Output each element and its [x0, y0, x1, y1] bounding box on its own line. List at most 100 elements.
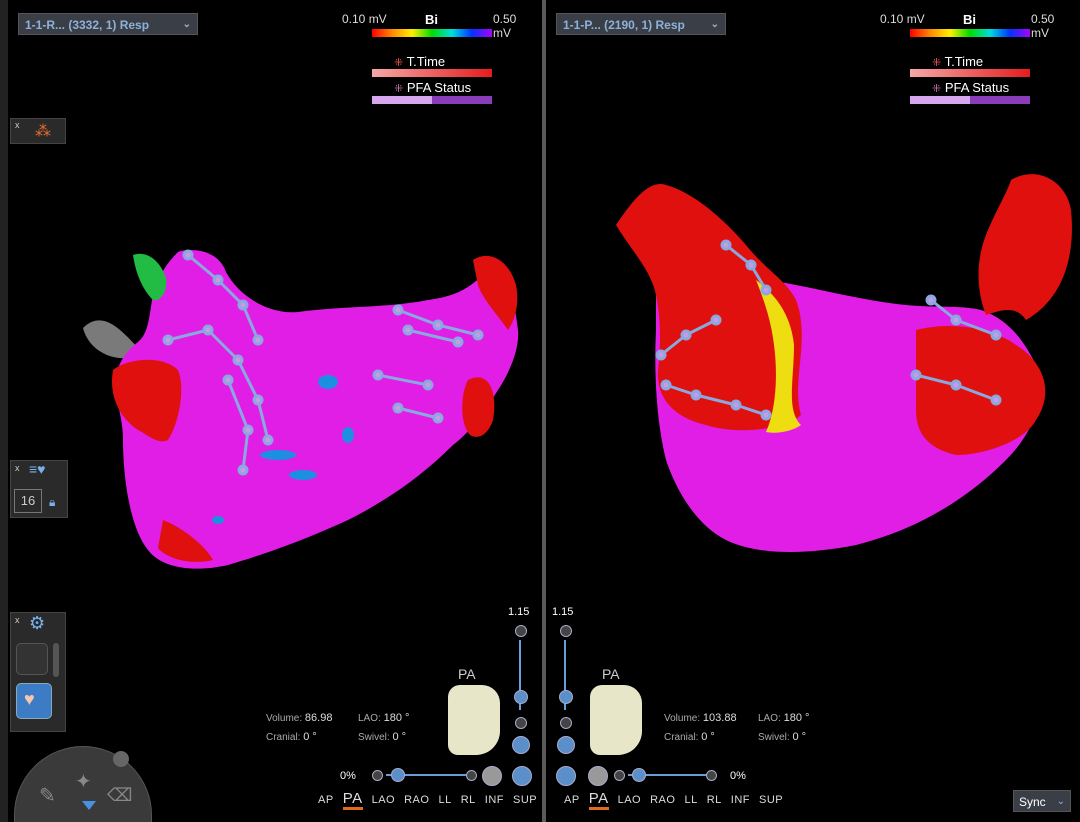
zoom-level: 1.15: [508, 606, 530, 618]
transparency-slider-track[interactable]: [386, 774, 466, 776]
navigation-wheel[interactable]: ✎ ✦ ⌫: [14, 746, 152, 822]
view-ll[interactable]: LL: [684, 794, 698, 806]
zoom-slider-track[interactable]: [564, 640, 566, 710]
view-rl[interactable]: RL: [706, 794, 722, 806]
view-rao[interactable]: RAO: [650, 794, 676, 806]
wheel-handle[interactable]: [113, 751, 129, 767]
cranial-value: 0 °: [701, 731, 715, 743]
catheter-electrodes: [655, 239, 1002, 421]
scale-min: 0.10 mV: [342, 12, 387, 26]
zoom-out-button[interactable]: [560, 717, 572, 729]
mesh-magenta-body: [115, 250, 519, 569]
heart-icon: ♥: [24, 689, 35, 709]
point-list-panel[interactable]: x ≡♥ 16 🔒︎: [10, 460, 68, 518]
rotate-view-button[interactable]: [556, 766, 576, 786]
points-tool-panel[interactable]: x ⁂: [10, 118, 66, 144]
shading-sphere-icon[interactable]: [588, 766, 608, 786]
panel-scrollbar[interactable]: [53, 643, 59, 677]
scale-type: Bi: [425, 12, 438, 27]
view-lao[interactable]: LAO: [371, 794, 396, 806]
magic-wand-icon[interactable]: ✦: [75, 771, 92, 793]
transparency-slider-track[interactable]: [628, 774, 708, 776]
catheter-electrodes: [162, 249, 484, 476]
left-anatomy-mesh[interactable]: [68, 230, 538, 590]
view-ap[interactable]: AP: [564, 794, 580, 806]
cranial-row: Cranial: 0 °: [664, 731, 715, 743]
points-icon[interactable]: ⁂: [35, 123, 51, 140]
view-buttons[interactable]: AP PA LAO RAO LL RL INF SUP: [318, 790, 542, 810]
lao-value: 180 °: [383, 712, 410, 724]
eraser-icon[interactable]: ⌫: [107, 785, 133, 805]
right-anatomy-mesh[interactable]: [616, 170, 1080, 570]
view-pa[interactable]: PA: [342, 790, 363, 810]
pfa-icon: ⁜: [394, 83, 404, 95]
heart-center-button[interactable]: [512, 736, 530, 754]
transparency-slider-handle[interactable]: [632, 768, 646, 782]
view-rl[interactable]: RL: [460, 794, 476, 806]
transparency-plus-button[interactable]: [466, 770, 477, 781]
zoom-out-button[interactable]: [515, 717, 527, 729]
lao-value: 180 °: [783, 712, 810, 724]
zoom-in-button[interactable]: [515, 625, 527, 637]
view-inf[interactable]: INF: [484, 794, 504, 806]
close-icon[interactable]: x: [15, 463, 20, 473]
view-pa[interactable]: PA: [588, 790, 609, 810]
view-rao[interactable]: RAO: [404, 794, 430, 806]
swivel-value: 0 °: [792, 731, 807, 743]
zoom-in-button[interactable]: [560, 625, 572, 637]
transparency-value: 0%: [730, 770, 746, 782]
wheel-down-icon[interactable]: [82, 801, 96, 810]
close-icon[interactable]: x: [15, 120, 20, 130]
ttime-icon: ⁜: [394, 57, 404, 69]
pfa-legend: ⁜ PFA Status: [394, 80, 472, 95]
view-lao[interactable]: LAO: [617, 794, 642, 806]
mesh-green-region: [133, 253, 167, 301]
gear-icon[interactable]: ⚙: [29, 613, 46, 633]
pen-icon[interactable]: ✎: [39, 785, 56, 807]
transparency-value: 0%: [340, 770, 356, 782]
transparency-minus-button[interactable]: [372, 770, 383, 781]
right-map-selector[interactable]: 1-1-P... (2190, 1) Resp ⌄: [556, 13, 726, 35]
orientation-label: PA: [602, 666, 620, 682]
transparency-minus-button[interactable]: [614, 770, 625, 781]
close-icon[interactable]: x: [15, 615, 20, 625]
view-sup[interactable]: SUP: [513, 794, 538, 806]
settings-panel[interactable]: x ⚙ ♥: [10, 612, 66, 732]
ttime-legend: ⁜ T.Time: [932, 54, 984, 69]
volume-value: 86.98: [304, 712, 333, 724]
rotate-view-button[interactable]: [512, 766, 532, 786]
left-map-viewport[interactable]: 1-1-R... (3332, 1) Resp ⌄ 0.10 mV Bi 0.5…: [8, 0, 542, 822]
cranial-value: 0 °: [303, 731, 317, 743]
zoom-slider-handle[interactable]: [514, 690, 528, 704]
mesh-red-region: [462, 377, 495, 437]
display-toggle-button[interactable]: [16, 643, 48, 675]
view-buttons[interactable]: AP PA LAO RAO LL RL INF SUP: [564, 790, 792, 810]
heart-list-icon[interactable]: ≡♥: [29, 461, 46, 477]
zoom-slider-track[interactable]: [519, 640, 521, 710]
view-ap[interactable]: AP: [318, 794, 334, 806]
lock-icon[interactable]: 🔒︎: [49, 495, 56, 509]
view-sup[interactable]: SUP: [759, 794, 784, 806]
voltage-color-bar[interactable]: [372, 29, 492, 37]
shading-sphere-icon[interactable]: [482, 766, 502, 786]
left-map-selector[interactable]: 1-1-R... (3332, 1) Resp ⌄: [18, 13, 198, 35]
right-map-viewport[interactable]: 1-1-P... (2190, 1) Resp ⌄ 0.10 mV Bi 0.5…: [546, 0, 1080, 822]
heart-view-button[interactable]: ♥: [16, 683, 52, 719]
zoom-slider-handle[interactable]: [559, 690, 573, 704]
transparency-plus-button[interactable]: [706, 770, 717, 781]
orientation-heart-icon[interactable]: [448, 685, 500, 755]
swivel-value: 0 °: [392, 731, 407, 743]
mesh-gray-appendage: [83, 320, 138, 359]
transparency-slider-handle[interactable]: [391, 768, 405, 782]
volume-row: Volume: 86.98: [266, 712, 333, 724]
view-ll[interactable]: LL: [438, 794, 452, 806]
pane-divider[interactable]: [542, 0, 546, 822]
pfa-bar: [372, 96, 492, 104]
scale-max: 0.50 mV: [493, 12, 517, 40]
heart-center-button[interactable]: [557, 736, 575, 754]
sync-dropdown[interactable]: Sync ⌄: [1013, 790, 1071, 812]
mesh-red-region: [616, 184, 802, 431]
voltage-color-bar[interactable]: [910, 29, 1030, 37]
orientation-heart-icon[interactable]: [590, 685, 642, 755]
view-inf[interactable]: INF: [730, 794, 750, 806]
